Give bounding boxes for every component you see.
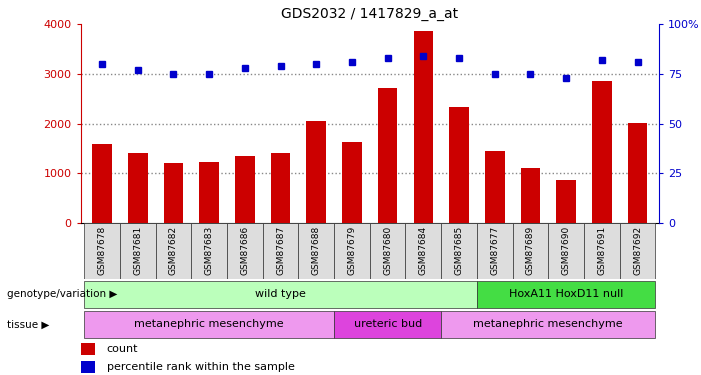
Text: GSM87688: GSM87688: [312, 226, 321, 275]
Bar: [334, 311, 441, 338]
Bar: [199, 162, 219, 223]
Title: GDS2032 / 1417829_a_at: GDS2032 / 1417829_a_at: [281, 7, 458, 21]
Bar: [370, 223, 405, 279]
Text: GSM87690: GSM87690: [562, 226, 571, 275]
Text: ureteric bud: ureteric bud: [353, 320, 422, 329]
Bar: [93, 144, 112, 223]
Bar: [81, 361, 95, 373]
Bar: [477, 281, 655, 308]
Bar: [84, 281, 477, 308]
Bar: [592, 81, 612, 223]
Text: metanephric mesenchyme: metanephric mesenchyme: [473, 320, 623, 329]
Bar: [414, 31, 433, 223]
Text: GSM87687: GSM87687: [276, 226, 285, 275]
Text: GSM87684: GSM87684: [418, 226, 428, 275]
Text: percentile rank within the sample: percentile rank within the sample: [107, 362, 294, 372]
Text: GSM87679: GSM87679: [348, 226, 356, 275]
Bar: [441, 311, 655, 338]
Text: GSM87677: GSM87677: [490, 226, 499, 275]
Bar: [334, 223, 370, 279]
Text: GSM87683: GSM87683: [205, 226, 214, 275]
Text: GSM87691: GSM87691: [597, 226, 606, 275]
Bar: [441, 223, 477, 279]
Bar: [620, 223, 655, 279]
Bar: [271, 153, 290, 223]
Text: GSM87682: GSM87682: [169, 226, 178, 275]
Bar: [84, 223, 120, 279]
Bar: [405, 223, 441, 279]
Bar: [263, 223, 299, 279]
Bar: [299, 223, 334, 279]
Bar: [191, 223, 227, 279]
Text: GSM87686: GSM87686: [240, 226, 250, 275]
Text: GSM87680: GSM87680: [383, 226, 392, 275]
Text: genotype/variation ▶: genotype/variation ▶: [7, 290, 117, 299]
Bar: [627, 123, 647, 223]
Bar: [485, 151, 505, 223]
Bar: [306, 121, 326, 223]
Text: HoxA11 HoxD11 null: HoxA11 HoxD11 null: [509, 290, 623, 299]
Bar: [548, 223, 584, 279]
Bar: [156, 223, 191, 279]
Bar: [120, 223, 156, 279]
Text: wild type: wild type: [255, 290, 306, 299]
Text: GSM87681: GSM87681: [133, 226, 142, 275]
Bar: [81, 343, 95, 355]
Bar: [521, 168, 540, 223]
Bar: [84, 311, 334, 338]
Text: count: count: [107, 344, 138, 354]
Bar: [378, 88, 397, 223]
Bar: [163, 163, 183, 223]
Bar: [235, 156, 254, 223]
Bar: [342, 142, 362, 223]
Bar: [557, 180, 576, 223]
Text: GSM87678: GSM87678: [97, 226, 107, 275]
Bar: [449, 107, 469, 223]
Text: GSM87689: GSM87689: [526, 226, 535, 275]
Bar: [584, 223, 620, 279]
Text: metanephric mesenchyme: metanephric mesenchyme: [135, 320, 284, 329]
Bar: [512, 223, 548, 279]
Text: tissue ▶: tissue ▶: [7, 320, 49, 329]
Text: GSM87692: GSM87692: [633, 226, 642, 275]
Bar: [128, 153, 147, 223]
Bar: [227, 223, 263, 279]
Text: GSM87685: GSM87685: [454, 226, 463, 275]
Bar: [477, 223, 512, 279]
